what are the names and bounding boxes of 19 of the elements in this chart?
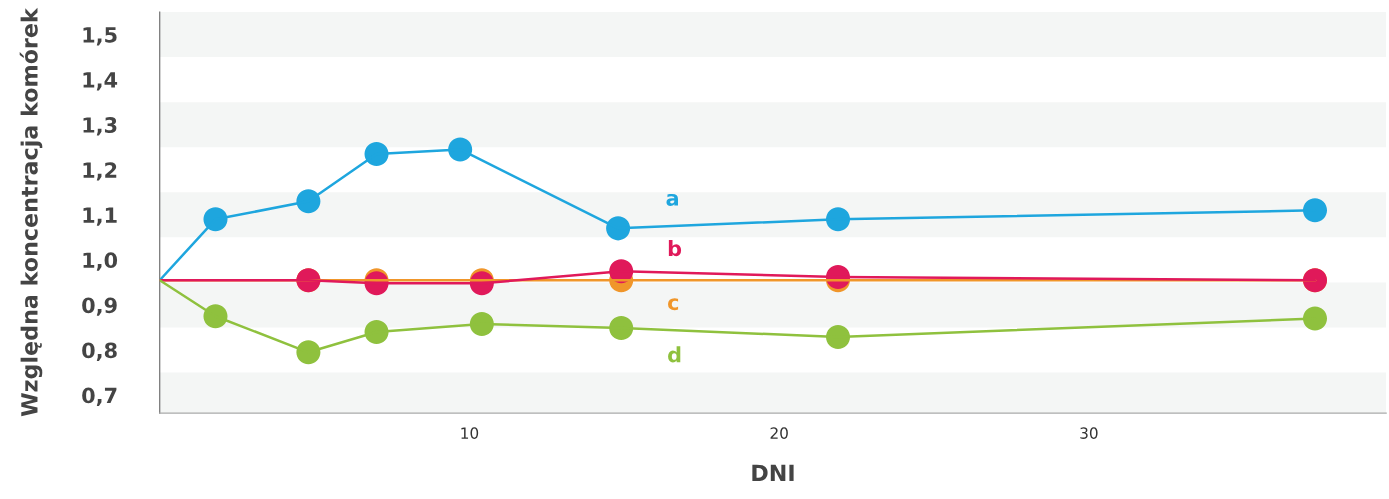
- y-tick-label: 1,5: [83, 27, 117, 46]
- series-label: b: [668, 240, 682, 257]
- series-label: d: [668, 346, 681, 363]
- y-tick-label: 0,7: [82, 387, 117, 407]
- x-tick-label: 20: [770, 427, 788, 439]
- y-tick-label: 1,1: [83, 207, 117, 226]
- y-tick-label: 1,3: [83, 117, 117, 136]
- y-tick-label: 1,4: [83, 72, 118, 91]
- y-tick-label: 0,8: [82, 342, 117, 361]
- series-label: a: [666, 193, 678, 206]
- series-label: c: [668, 298, 679, 311]
- y-tick-label: 1,2: [83, 162, 117, 181]
- y-tick-label: 0,9: [82, 297, 117, 316]
- x-axis-title: DNI: [752, 464, 794, 481]
- x-tick-label: 30: [1080, 427, 1098, 439]
- x-tick-label: 10: [461, 427, 479, 439]
- y-axis-title: Względna koncentracja komórek: [19, 7, 43, 417]
- y-tick-label: 1,0: [83, 252, 118, 271]
- point: [1302, 306, 1328, 331]
